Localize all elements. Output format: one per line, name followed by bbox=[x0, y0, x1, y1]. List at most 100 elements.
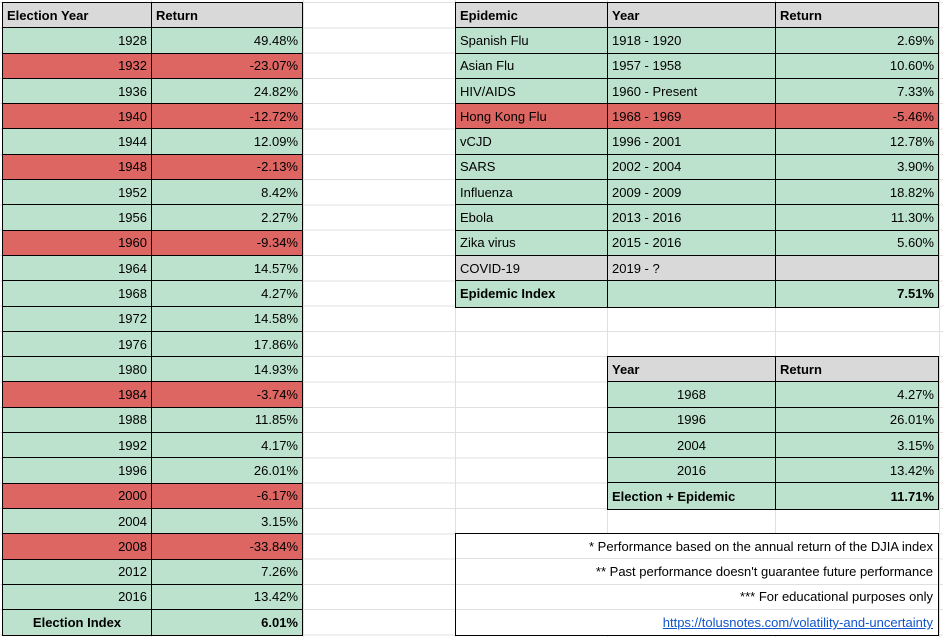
election-year-cell[interactable]: 1956 bbox=[3, 205, 152, 231]
election-return-cell[interactable]: 24.82% bbox=[152, 78, 302, 105]
combined-index-value[interactable]: 11.71% bbox=[776, 483, 938, 509]
election-return-cell[interactable]: 26.01% bbox=[152, 458, 302, 484]
column-header[interactable]: Year bbox=[608, 357, 776, 383]
epidemic-return-cell[interactable] bbox=[776, 255, 938, 282]
epidemic-return-cell[interactable]: 5.60% bbox=[776, 230, 938, 256]
election-return-cell[interactable]: 14.57% bbox=[152, 255, 302, 282]
note-djia-performance[interactable]: * Performance based on the annual return… bbox=[456, 534, 938, 560]
epidemic-return-cell[interactable]: 18.82% bbox=[776, 180, 938, 206]
election-year-cell[interactable]: 1928 bbox=[3, 28, 152, 54]
column-header[interactable]: Year bbox=[608, 3, 776, 29]
election-year-cell[interactable]: 1988 bbox=[3, 407, 152, 434]
epidemic-years-cell[interactable]: 1996 - 2001 bbox=[608, 129, 776, 155]
election-return-cell[interactable]: 14.58% bbox=[152, 306, 302, 332]
election-year-cell[interactable]: 1976 bbox=[3, 331, 152, 358]
note-past-performance[interactable]: ** Past performance doesn't guarantee fu… bbox=[456, 559, 938, 585]
epidemic-index-years[interactable] bbox=[608, 281, 776, 307]
election-return-cell[interactable]: 14.93% bbox=[152, 357, 302, 383]
election-return-cell[interactable]: 8.42% bbox=[152, 180, 302, 206]
election-year-cell[interactable]: 2004 bbox=[3, 508, 152, 535]
combined-return-cell[interactable]: 13.42% bbox=[776, 458, 938, 484]
epidemic-return-cell[interactable]: 10.60% bbox=[776, 53, 938, 79]
election-year-cell[interactable]: 2012 bbox=[3, 559, 152, 585]
epidemic-years-cell[interactable]: 2013 - 2016 bbox=[608, 205, 776, 231]
epidemic-return-cell[interactable]: 12.78% bbox=[776, 129, 938, 155]
epidemic-index-value[interactable]: 7.51% bbox=[776, 281, 938, 307]
election-return-cell[interactable]: -6.17% bbox=[152, 483, 302, 509]
election-return-cell[interactable]: -3.74% bbox=[152, 382, 302, 408]
election-year-cell[interactable]: 1960 bbox=[3, 230, 152, 256]
epidemic-name-cell[interactable]: COVID-19 bbox=[456, 255, 608, 282]
column-header[interactable]: Return bbox=[776, 3, 938, 29]
epidemic-name-cell[interactable]: Hong Kong Flu bbox=[456, 104, 608, 130]
combined-return-cell[interactable]: 26.01% bbox=[776, 407, 938, 433]
election-year-cell[interactable]: 1948 bbox=[3, 154, 152, 181]
election-year-cell[interactable]: 2016 bbox=[3, 584, 152, 611]
election-year-cell[interactable]: 2008 bbox=[3, 534, 152, 560]
election-return-cell[interactable]: -23.07% bbox=[152, 53, 302, 79]
election-year-cell[interactable]: 1992 bbox=[3, 433, 152, 459]
election-return-cell[interactable]: -12.72% bbox=[152, 104, 302, 130]
epidemic-name-cell[interactable]: HIV/AIDS bbox=[456, 78, 608, 105]
election-return-cell[interactable]: 3.15% bbox=[152, 508, 302, 535]
epidemic-return-cell[interactable]: 2.69% bbox=[776, 28, 938, 54]
epidemic-years-cell[interactable]: 1918 - 1920 bbox=[608, 28, 776, 54]
epidemic-years-cell[interactable]: 2019 - ? bbox=[608, 255, 776, 282]
epidemic-index-label[interactable]: Epidemic Index bbox=[456, 281, 608, 307]
epidemic-return-cell[interactable]: 11.30% bbox=[776, 205, 938, 231]
election-return-cell[interactable]: 7.26% bbox=[152, 559, 302, 585]
epidemic-years-cell[interactable]: 1968 - 1969 bbox=[608, 104, 776, 130]
epidemic-years-cell[interactable]: 2002 - 2004 bbox=[608, 154, 776, 181]
column-header[interactable]: Return bbox=[776, 357, 938, 383]
epidemic-name-cell[interactable]: Asian Flu bbox=[456, 53, 608, 79]
epidemic-years-cell[interactable]: 1957 - 1958 bbox=[608, 53, 776, 79]
epidemic-name-cell[interactable]: SARS bbox=[456, 154, 608, 181]
epidemic-years-cell[interactable]: 2015 - 2016 bbox=[608, 230, 776, 256]
epidemic-name-cell[interactable]: Ebola bbox=[456, 205, 608, 231]
combined-year-cell[interactable]: 1968 bbox=[608, 382, 776, 408]
election-return-cell[interactable]: 4.27% bbox=[152, 281, 302, 307]
election-return-cell[interactable]: 4.17% bbox=[152, 433, 302, 459]
election-year-cell[interactable]: 1972 bbox=[3, 306, 152, 332]
election-index-value[interactable]: 6.01% bbox=[152, 610, 302, 636]
election-return-cell[interactable]: -33.84% bbox=[152, 534, 302, 560]
combined-year-cell[interactable]: 2004 bbox=[608, 432, 776, 459]
epidemic-return-cell[interactable]: 3.90% bbox=[776, 154, 938, 181]
epidemic-return-cell[interactable]: 7.33% bbox=[776, 78, 938, 105]
election-return-cell[interactable]: 11.85% bbox=[152, 407, 302, 434]
election-return-cell[interactable]: 13.42% bbox=[152, 584, 302, 611]
election-year-cell[interactable]: 1964 bbox=[3, 255, 152, 282]
note-link-row[interactable]: https://tolusnotes.com/volatility-and-un… bbox=[456, 610, 938, 635]
epidemic-years-cell[interactable]: 1960 - Present bbox=[608, 78, 776, 105]
election-year-cell[interactable]: 1952 bbox=[3, 180, 152, 206]
epidemic-return-cell[interactable]: -5.46% bbox=[776, 104, 938, 130]
election-return-cell[interactable]: -9.34% bbox=[152, 230, 302, 256]
election-year-cell[interactable]: 1968 bbox=[3, 281, 152, 307]
column-header[interactable]: Election Year bbox=[3, 3, 152, 29]
election-year-cell[interactable]: 1980 bbox=[3, 357, 152, 383]
election-return-cell[interactable]: 17.86% bbox=[152, 331, 302, 358]
election-return-cell[interactable]: -2.13% bbox=[152, 154, 302, 181]
epidemic-name-cell[interactable]: Spanish Flu bbox=[456, 28, 608, 54]
election-year-cell[interactable]: 1984 bbox=[3, 382, 152, 408]
election-year-cell[interactable]: 2000 bbox=[3, 483, 152, 509]
election-year-cell[interactable]: 1996 bbox=[3, 458, 152, 484]
election-return-cell[interactable]: 49.48% bbox=[152, 28, 302, 54]
combined-return-cell[interactable]: 4.27% bbox=[776, 382, 938, 408]
column-header[interactable]: Return bbox=[152, 3, 302, 29]
election-year-cell[interactable]: 1936 bbox=[3, 78, 152, 105]
election-index-label[interactable]: Election Index bbox=[3, 610, 152, 636]
note-educational[interactable]: *** For educational purposes only bbox=[456, 585, 938, 610]
volatility-link[interactable]: https://tolusnotes.com/volatility-and-un… bbox=[662, 615, 933, 631]
epidemic-name-cell[interactable]: Influenza bbox=[456, 180, 608, 206]
epidemic-name-cell[interactable]: vCJD bbox=[456, 129, 608, 155]
election-return-cell[interactable]: 2.27% bbox=[152, 205, 302, 231]
combined-year-cell[interactable]: 2016 bbox=[608, 458, 776, 484]
election-year-cell[interactable]: 1944 bbox=[3, 129, 152, 155]
column-header[interactable]: Epidemic bbox=[456, 3, 608, 29]
epidemic-name-cell[interactable]: Zika virus bbox=[456, 230, 608, 256]
combined-return-cell[interactable]: 3.15% bbox=[776, 432, 938, 459]
epidemic-years-cell[interactable]: 2009 - 2009 bbox=[608, 180, 776, 206]
election-year-cell[interactable]: 1932 bbox=[3, 53, 152, 79]
election-return-cell[interactable]: 12.09% bbox=[152, 129, 302, 155]
